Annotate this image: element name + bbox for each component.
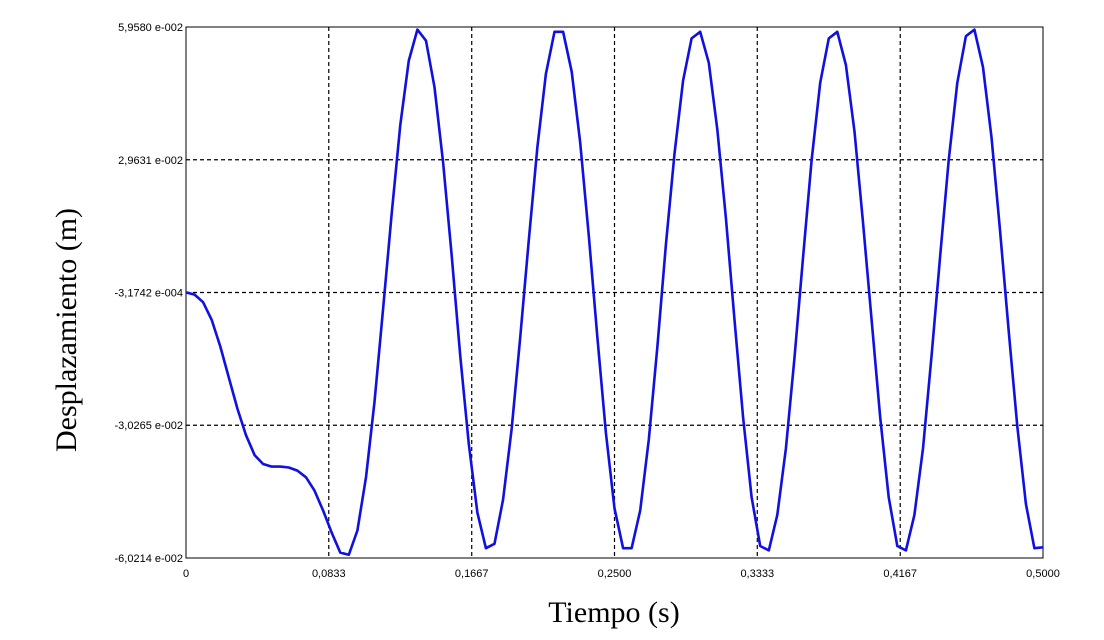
y-tick-label: -3,0265 e-002 (115, 420, 184, 432)
x-tick-label: 0,3333 (740, 568, 774, 580)
grid-lines (186, 27, 1043, 558)
x-tick-label: 0,0833 (312, 568, 346, 580)
y-axis-title: Desplazamiento (m) (50, 208, 83, 452)
x-axis-title: Tiempo (s) (548, 596, 679, 629)
y-tick-label: 5,9580 e-002 (118, 22, 183, 34)
y-tick-label: 2,9631 e-002 (118, 155, 183, 167)
x-tick-label: 0 (183, 568, 189, 580)
x-tick-label: 0,5000 (1026, 568, 1060, 580)
x-axis: 0 0,0833 0,1667 0,2500 0,3333 0,4167 0,5000 (183, 568, 1060, 580)
y-axis: 5,9580 e-002 2,9631 e-002 -3,1742 e-004 -3,… (115, 22, 184, 565)
x-tick-label: 0,1667 (455, 568, 489, 580)
x-tick-label: 0,2500 (598, 568, 632, 580)
series-line (185, 28, 1044, 557)
y-tick-label: -3,1742 e-004 (115, 288, 184, 300)
y-tick-label: -6,0214 e-002 (115, 553, 184, 565)
x-tick-label: 0,4167 (883, 568, 917, 580)
